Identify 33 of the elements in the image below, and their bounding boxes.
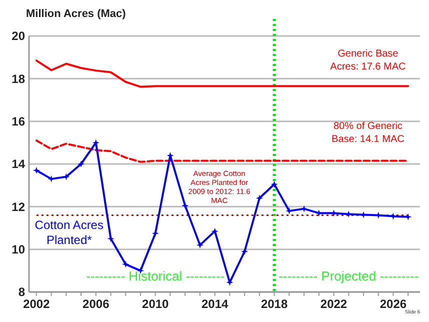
line-series xyxy=(35,60,410,88)
y-tick-label: 14 xyxy=(12,157,26,172)
point xyxy=(32,166,40,174)
x-tick-label: 2006 xyxy=(82,297,110,311)
y-tick-label: 10 xyxy=(12,242,26,257)
y-tick-label: 18 xyxy=(12,72,26,86)
annotation: --------- Historical --------- xyxy=(86,268,225,284)
point xyxy=(300,205,308,212)
point xyxy=(196,242,204,249)
x-tick-label: 2026 xyxy=(380,297,407,311)
point xyxy=(107,235,114,242)
point xyxy=(122,260,130,268)
x-tick-label: 2010 xyxy=(142,297,170,311)
x-tick-label: 2002 xyxy=(23,297,50,311)
point xyxy=(270,180,278,188)
point xyxy=(211,228,218,235)
y-tick-label: 8 xyxy=(18,285,26,300)
y-axis-title: Million Acres (Mac) xyxy=(26,8,126,20)
point xyxy=(256,194,263,202)
annotation: --------- Projected --------- xyxy=(278,268,419,284)
y-tick-label: 16 xyxy=(12,114,26,129)
series-label: Generic Base Acres: 17.6 MAC xyxy=(330,48,406,72)
x-tick-label: 2014 xyxy=(201,297,229,311)
point xyxy=(226,278,234,286)
point xyxy=(62,173,70,180)
y-tick-label: 20 xyxy=(12,29,26,44)
point xyxy=(182,202,189,210)
x-tick-label: 2018 xyxy=(260,297,288,311)
point xyxy=(241,248,248,255)
series-label: 80% of Generic Base: 14.1 MAC xyxy=(332,120,404,145)
series-label: Cotton Acres Planted* xyxy=(34,218,104,248)
y-tick-label: 12 xyxy=(12,200,26,214)
x-tick-label: 2022 xyxy=(320,297,348,311)
